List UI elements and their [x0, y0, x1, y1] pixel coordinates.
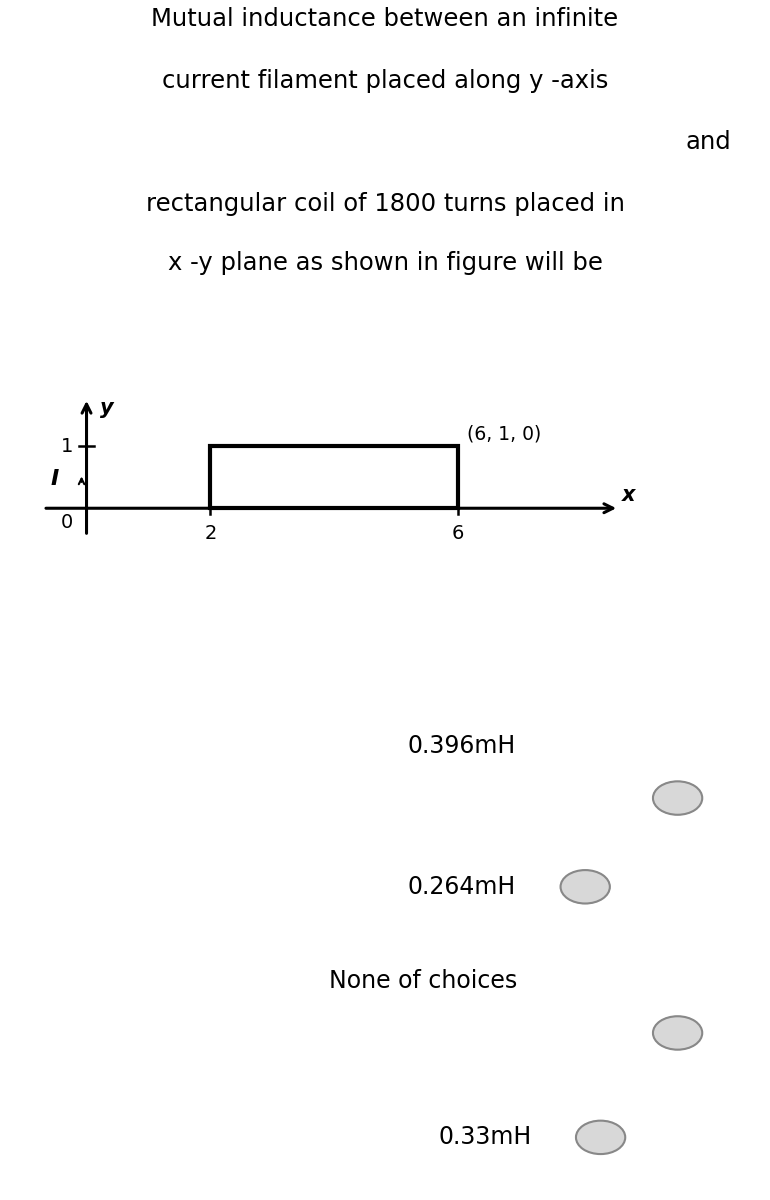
Text: 1: 1: [61, 437, 73, 456]
Circle shape: [653, 1016, 702, 1050]
Text: 0.396mH: 0.396mH: [408, 734, 516, 758]
Bar: [210, 446, 458, 509]
Text: y: y: [100, 398, 114, 418]
Circle shape: [653, 781, 702, 815]
Text: 6: 6: [452, 523, 464, 542]
Text: x -y plane as shown in figure will be: x -y plane as shown in figure will be: [168, 251, 602, 275]
Text: I: I: [50, 468, 59, 488]
Text: None of choices: None of choices: [330, 968, 517, 992]
Text: current filament placed along y -axis: current filament placed along y -axis: [162, 68, 608, 92]
Text: and: and: [686, 131, 732, 155]
Circle shape: [576, 1121, 625, 1154]
Text: 2: 2: [204, 523, 216, 542]
Text: rectangular coil of 1800 turns placed in: rectangular coil of 1800 turns placed in: [146, 192, 624, 216]
Circle shape: [561, 870, 610, 904]
Text: 0.264mH: 0.264mH: [407, 875, 516, 899]
Text: Mutual inductance between an infinite: Mutual inductance between an infinite: [152, 7, 618, 31]
Text: x: x: [622, 485, 635, 504]
Text: (6, 1, 0): (6, 1, 0): [467, 425, 541, 443]
Text: 0.33mH: 0.33mH: [438, 1126, 531, 1150]
Text: 0: 0: [61, 514, 73, 532]
